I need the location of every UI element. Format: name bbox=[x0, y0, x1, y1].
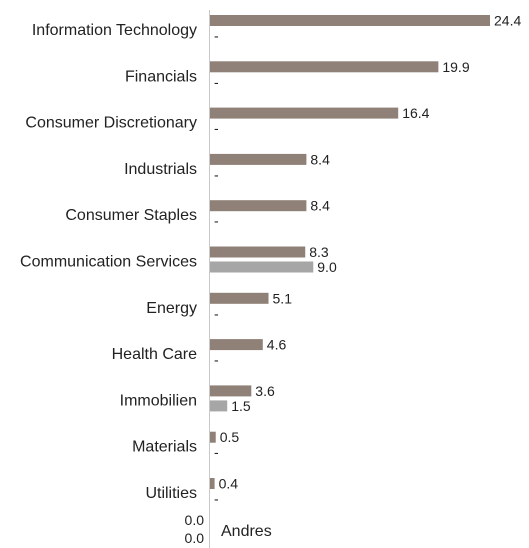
bar bbox=[210, 400, 228, 412]
data-label: 1.5 bbox=[231, 398, 251, 414]
data-label: 8.4 bbox=[310, 151, 330, 167]
missing-value-label: - bbox=[214, 28, 219, 44]
data-label: 4.6 bbox=[267, 337, 287, 353]
missing-value-label: - bbox=[214, 74, 219, 90]
data-label: 16.4 bbox=[402, 105, 429, 121]
missing-value-label: - bbox=[214, 444, 219, 460]
bar bbox=[210, 200, 307, 212]
missing-value-label: - bbox=[214, 305, 219, 321]
missing-value-label: - bbox=[214, 213, 219, 229]
data-label: 8.4 bbox=[310, 198, 330, 214]
category-label: Financials bbox=[125, 68, 197, 85]
bar bbox=[210, 261, 314, 273]
bar bbox=[210, 15, 490, 26]
category-label: Consumer Staples bbox=[65, 207, 197, 224]
data-label: 3.6 bbox=[255, 383, 275, 399]
category-label: Information Technology bbox=[32, 22, 197, 39]
data-label: 9.0 bbox=[317, 259, 337, 275]
bar bbox=[210, 385, 252, 397]
bar bbox=[210, 107, 399, 119]
category-label: Energy bbox=[146, 300, 197, 317]
category-label: Materials bbox=[132, 439, 197, 456]
bar bbox=[210, 61, 439, 73]
category-label: Industrials bbox=[124, 161, 197, 178]
data-label: 24.4 bbox=[494, 13, 521, 29]
bars-layer bbox=[210, 15, 490, 489]
category-label: Health Care bbox=[112, 346, 197, 363]
category-label: Communication Services bbox=[20, 254, 197, 271]
category-label-andres: Andres bbox=[221, 523, 272, 540]
bar bbox=[210, 246, 306, 258]
zero-value-label: 0.0 bbox=[185, 512, 205, 528]
data-label: 8.3 bbox=[309, 244, 329, 260]
zero-value-label: 0.0 bbox=[185, 530, 205, 546]
data-label: 0.4 bbox=[219, 476, 239, 492]
bar bbox=[210, 478, 215, 489]
data-label: 19.9 bbox=[442, 59, 469, 75]
labels-layer: Information Technology 24.4 - Financials 19.… bbox=[20, 13, 521, 547]
bar bbox=[210, 339, 263, 351]
category-label: Utilities bbox=[145, 485, 197, 502]
data-label: 0.5 bbox=[220, 429, 240, 445]
missing-value-label: - bbox=[214, 491, 219, 507]
data-label: 5.1 bbox=[273, 290, 293, 306]
bar bbox=[210, 292, 269, 304]
missing-value-label: - bbox=[214, 166, 219, 182]
category-label: Consumer Discretionary bbox=[25, 115, 197, 132]
bar bbox=[210, 153, 307, 165]
missing-value-label: - bbox=[214, 352, 219, 368]
bar bbox=[210, 431, 216, 443]
missing-value-label: - bbox=[214, 120, 219, 136]
category-label: Immobilien bbox=[120, 392, 197, 409]
